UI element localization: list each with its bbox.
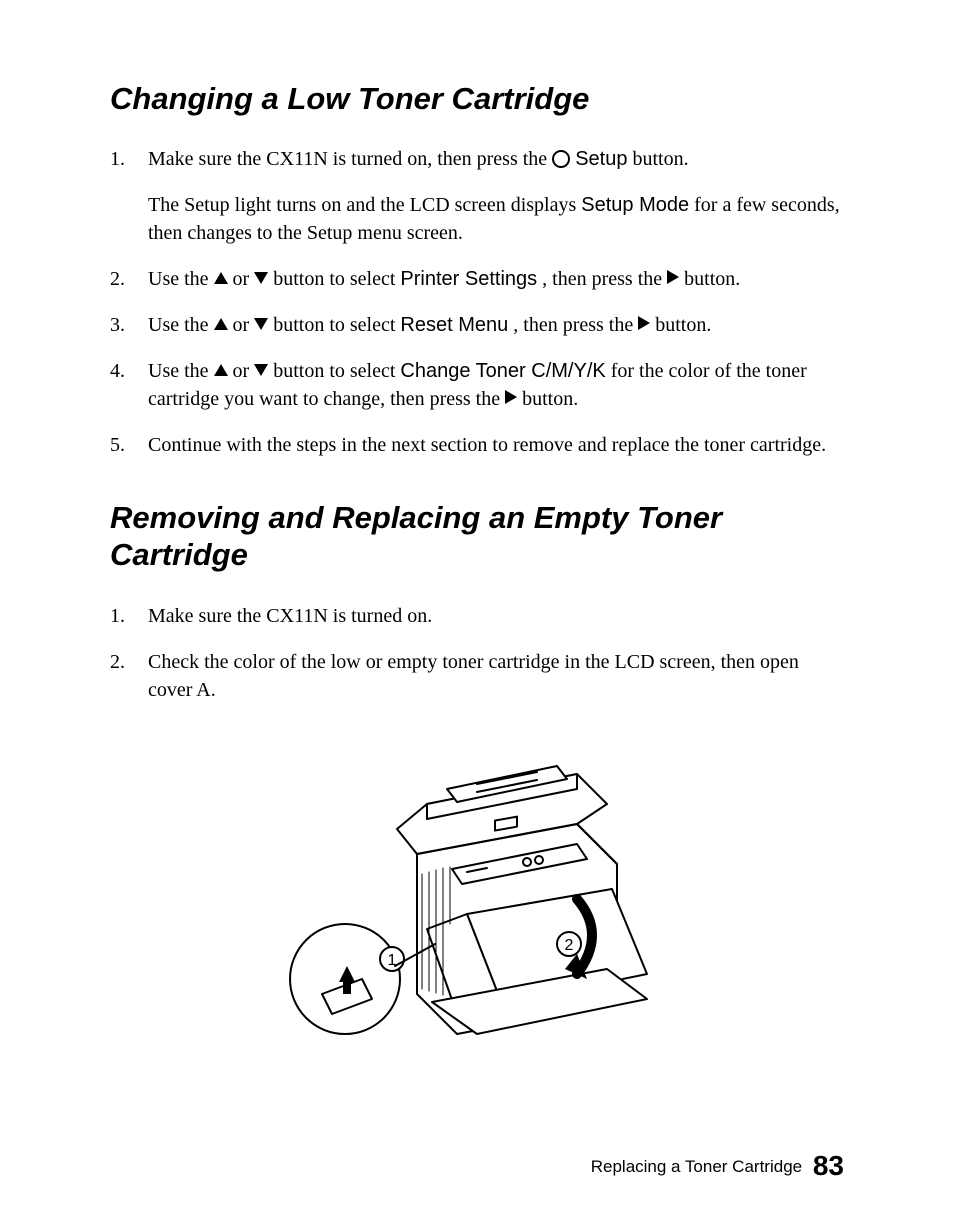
steps-section2: 1. Make sure the CX11N is turned on. 2. … <box>110 602 844 704</box>
step-number: 5. <box>110 431 148 459</box>
step-text: button. <box>684 268 740 290</box>
step-text: Make sure the CX11N is turned on. <box>148 605 432 627</box>
up-arrow-icon <box>214 310 228 338</box>
right-arrow-icon <box>505 384 517 412</box>
printer-figure: 1 2 <box>110 744 844 1079</box>
step-number: 1. <box>110 602 148 630</box>
page-footer: Replacing a Toner Cartridge 83 <box>591 1150 844 1182</box>
step-text: Make sure the CX11N is turned on, then p… <box>148 148 552 170</box>
step-number: 1. <box>110 145 148 247</box>
step-text: button to select <box>273 268 400 290</box>
figure-callout-1: 1 <box>388 952 397 969</box>
step-1-5: 5. Continue with the steps in the next s… <box>110 431 844 459</box>
step-1-4: 4. Use the or button to select Change To… <box>110 357 844 413</box>
printer-illustration-svg: 1 2 <box>277 744 677 1074</box>
figure-callout-2: 2 <box>565 937 574 954</box>
step-text: button. <box>632 148 688 170</box>
step-number: 4. <box>110 357 148 413</box>
step-2-2: 2. Check the color of the low or empty t… <box>110 648 844 704</box>
step-text: button to select <box>273 314 400 336</box>
step-number: 2. <box>110 265 148 293</box>
down-arrow-icon <box>254 356 268 384</box>
step-number: 2. <box>110 648 148 704</box>
step-text: Use the <box>148 268 214 290</box>
setup-mode-label: Setup Mode <box>581 194 689 216</box>
step-text: button. <box>655 314 711 336</box>
step-text: Use the <box>148 314 214 336</box>
setup-icon <box>552 150 570 168</box>
step-1-2: 2. Use the or button to select Printer S… <box>110 265 844 293</box>
step-text: or <box>233 360 255 382</box>
step-text: or <box>233 314 255 336</box>
step-text: , then press the <box>542 268 667 290</box>
step-text: , then press the <box>513 314 638 336</box>
heading-removing-replacing: Removing and Replacing an Empty Toner Ca… <box>110 499 844 573</box>
step-text: Check the color of the low or empty tone… <box>148 651 799 701</box>
setup-label: Setup <box>575 148 627 170</box>
step-1-3: 3. Use the or button to select Reset Men… <box>110 311 844 339</box>
heading-changing-low-toner: Changing a Low Toner Cartridge <box>110 80 844 117</box>
change-toner-label: Change Toner C/M/Y/K <box>400 360 605 382</box>
step-text: or <box>233 268 255 290</box>
step-text: button. <box>522 388 578 410</box>
down-arrow-icon <box>254 310 268 338</box>
step-1-1: 1. Make sure the CX11N is turned on, the… <box>110 145 844 247</box>
up-arrow-icon <box>214 356 228 384</box>
step-number: 3. <box>110 311 148 339</box>
step-text: The Setup light turns on and the LCD scr… <box>148 194 581 216</box>
up-arrow-icon <box>214 264 228 292</box>
document-page: Changing a Low Toner Cartridge 1. Make s… <box>0 0 954 1227</box>
right-arrow-icon <box>638 310 650 338</box>
step-text: Use the <box>148 360 214 382</box>
right-arrow-icon <box>667 264 679 292</box>
step-text: Continue with the steps in the next sect… <box>148 434 826 456</box>
steps-section1: 1. Make sure the CX11N is turned on, the… <box>110 145 844 459</box>
step-text: button to select <box>273 360 400 382</box>
footer-page-number: 83 <box>813 1150 844 1181</box>
down-arrow-icon <box>254 264 268 292</box>
footer-section-title: Replacing a Toner Cartridge <box>591 1157 802 1176</box>
printer-settings-label: Printer Settings <box>400 268 537 290</box>
step-2-1: 1. Make sure the CX11N is turned on. <box>110 602 844 630</box>
reset-menu-label: Reset Menu <box>400 314 508 336</box>
